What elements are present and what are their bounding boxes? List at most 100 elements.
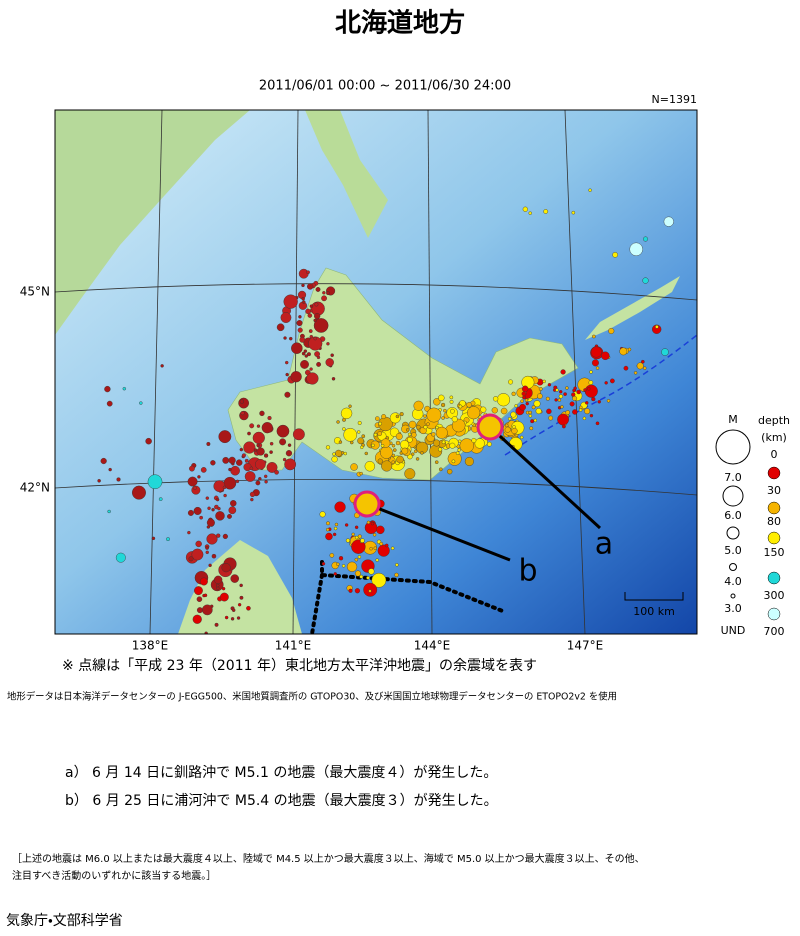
quake-dot	[325, 527, 330, 532]
quake-dot	[239, 399, 244, 404]
quake-dot	[285, 450, 293, 457]
quake-dot	[205, 496, 210, 500]
quake-dot	[411, 432, 417, 438]
quake-dot	[375, 558, 379, 562]
event-a	[476, 413, 504, 441]
credit: 地形データは日本海洋データセンターの J-EGG500、米国地質調査所の GTO…	[7, 691, 617, 703]
quake-dot	[451, 418, 466, 433]
quake-dot	[595, 421, 600, 426]
quake-dot	[247, 431, 251, 436]
quake-dot	[249, 466, 254, 471]
quake-dot	[289, 336, 293, 341]
legend-size	[722, 485, 744, 507]
quake-dot	[244, 458, 249, 463]
quake-dot	[210, 460, 216, 466]
quake-dot	[391, 460, 395, 464]
quake-dot	[433, 398, 441, 406]
quake-dot	[592, 334, 596, 339]
quake-dot	[514, 404, 518, 408]
quake-dot	[341, 564, 346, 568]
quake-dot	[579, 405, 583, 410]
legend-size	[726, 526, 740, 540]
quake-dot	[413, 449, 418, 454]
quake-dot	[261, 422, 273, 434]
quake-dot	[480, 406, 487, 413]
quake-dot	[391, 443, 396, 448]
legend-color	[767, 501, 781, 515]
quake-dot	[407, 432, 412, 437]
quake-dot	[572, 395, 578, 401]
quake-dot	[196, 607, 203, 614]
quake-dot	[282, 457, 287, 462]
quake-dot	[559, 390, 563, 394]
quake-dot	[354, 557, 359, 562]
quake-dot	[377, 544, 390, 557]
quake-dot	[230, 617, 235, 621]
quake-dot	[557, 413, 569, 426]
quake-dot	[560, 369, 566, 375]
quake-dot	[223, 493, 227, 498]
quake-dot	[373, 546, 377, 550]
quake-dot	[655, 325, 659, 329]
quake-dot	[187, 509, 194, 516]
quake-dot	[474, 438, 485, 449]
quake-dot	[496, 393, 511, 407]
quake-dot	[464, 456, 474, 466]
quake-dot	[457, 448, 461, 452]
quake-dot	[450, 408, 455, 414]
quake-dot	[221, 563, 231, 573]
quake-dot	[280, 312, 292, 323]
quake-dot	[528, 211, 532, 215]
quake-dot	[331, 456, 338, 463]
quake-dot	[504, 426, 511, 433]
quake-dot	[433, 439, 441, 447]
quake-dot	[332, 452, 336, 456]
quake-dot	[258, 477, 262, 481]
quake-dot	[411, 452, 415, 456]
quake-dot	[355, 535, 359, 540]
quake-dot	[467, 406, 481, 420]
legend-label: 3.0	[724, 602, 742, 615]
quake-dot	[583, 388, 587, 392]
quake-dot	[206, 518, 215, 527]
quake-dot	[316, 361, 322, 367]
quake-dot	[211, 508, 215, 512]
quake-dot	[431, 432, 436, 437]
quake-dot	[199, 515, 203, 520]
quake-dot	[563, 392, 567, 396]
quake-dot	[108, 467, 112, 472]
footnote: 注目すべき活動のいずれかに該当する地震。］	[12, 869, 216, 882]
quake-dot	[368, 589, 372, 593]
period: 2011/06/01 00:00 ~ 2011/06/30 24:00	[259, 79, 511, 94]
quake-dot	[533, 418, 537, 423]
quake-dot	[525, 401, 529, 406]
quake-dot	[350, 463, 358, 471]
quake-dot	[384, 543, 389, 548]
quake-dot	[354, 570, 361, 577]
quake-dot	[228, 467, 232, 472]
quake-dot	[378, 421, 382, 426]
quake-dot	[399, 412, 404, 417]
quake-dot	[595, 366, 600, 370]
quake-dot	[139, 401, 143, 405]
quake-dot	[244, 471, 256, 482]
legend-color	[767, 466, 781, 480]
quake-dot	[354, 525, 359, 530]
quake-dot	[340, 407, 353, 420]
quake-dot	[285, 360, 289, 365]
quake-dot	[373, 432, 378, 437]
note: ※ 点線は「平成 23 年（2011 年）東北地方太平洋沖地震」の余震域を表す	[62, 658, 537, 674]
quake-dot	[292, 428, 305, 441]
quake-dot	[585, 401, 589, 405]
quake-dot	[521, 391, 527, 397]
legend-unit: (km)	[761, 431, 787, 444]
quake-dot	[589, 370, 593, 374]
quake-dot	[115, 552, 126, 563]
quake-dot	[204, 631, 208, 634]
quake-dot	[629, 242, 643, 256]
quake-dot	[406, 428, 410, 432]
quake-dot	[269, 450, 273, 454]
quake-dot	[636, 362, 644, 370]
